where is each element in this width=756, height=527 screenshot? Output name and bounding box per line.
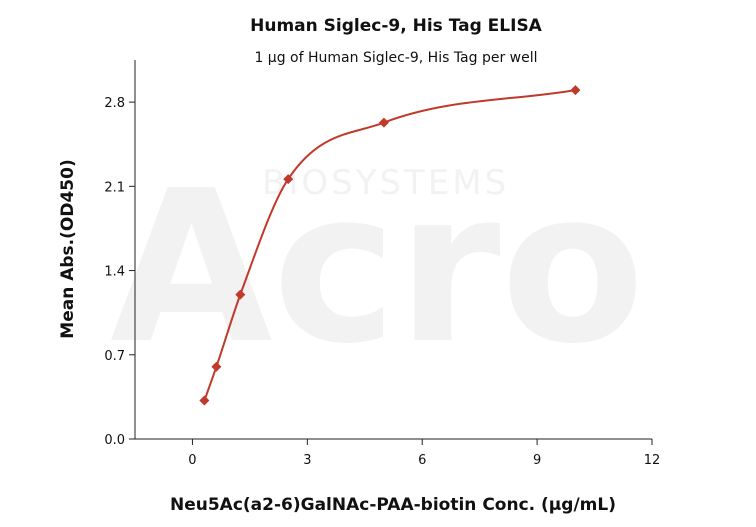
y-tick-label: 0.7 xyxy=(104,349,125,364)
data-point xyxy=(235,289,246,300)
chart-title: Human Siglec-9, His Tag ELISA xyxy=(250,16,543,36)
y-ticks: 0.0 0.7 1.4 2.1 2.8 xyxy=(104,96,135,448)
data-point xyxy=(283,174,294,185)
y-tick-label: 0.0 xyxy=(104,433,125,448)
chart-subtitle: 1 μg of Human Siglec-9, His Tag per well xyxy=(254,50,537,66)
x-tick-label: 6 xyxy=(418,453,426,468)
watermark-brand: Acro xyxy=(110,145,645,390)
y-tick-label: 1.4 xyxy=(104,265,125,280)
data-points xyxy=(199,85,581,406)
y-axis-label: Mean Abs.(OD450) xyxy=(58,159,78,338)
data-point xyxy=(211,361,222,372)
axes xyxy=(134,60,652,440)
x-axis-label: Neu5Ac(a2-6)GalNAc-PAA-biotin Conc. (μg/… xyxy=(170,495,616,515)
x-tick-label: 0 xyxy=(188,453,196,468)
x-tick-label: 3 xyxy=(303,453,311,468)
data-point xyxy=(570,85,581,96)
x-ticks: 0 3 6 9 12 xyxy=(188,439,660,468)
data-point xyxy=(378,117,389,128)
watermark: Acro BIOSYSTEMS xyxy=(110,145,645,390)
data-point xyxy=(199,395,210,406)
x-tick-label: 9 xyxy=(533,453,541,468)
y-tick-label: 2.8 xyxy=(104,96,125,111)
y-tick-label: 2.1 xyxy=(104,180,125,195)
watermark-tagline: BIOSYSTEMS xyxy=(262,163,509,203)
x-tick-label: 12 xyxy=(644,453,661,468)
